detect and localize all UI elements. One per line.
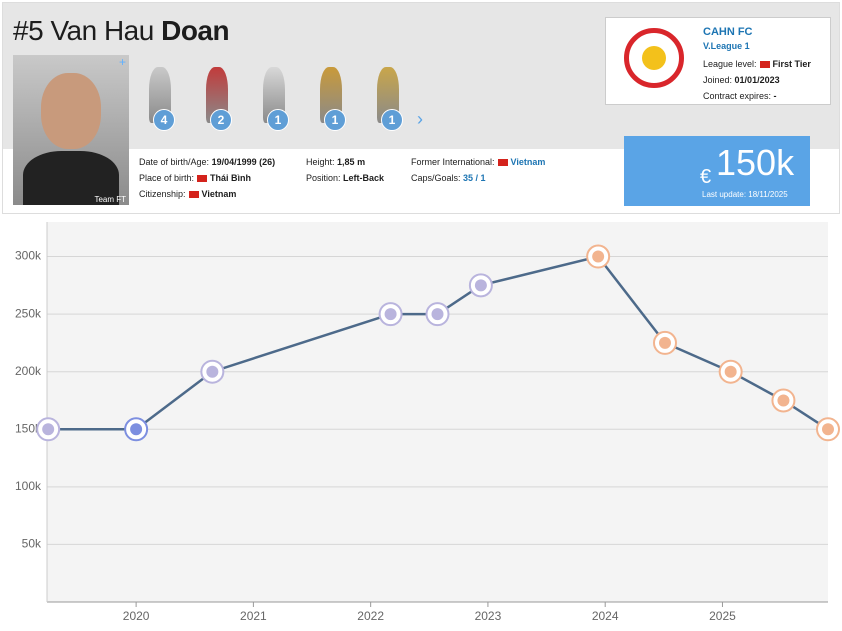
detail-label: Position:: [306, 173, 341, 183]
club-box: CAHN FC V.League 1 League level: First Ti…: [605, 17, 831, 105]
detail: Position: Left-Back: [306, 170, 384, 186]
last-name: Doan: [161, 15, 230, 46]
marker-core: [592, 250, 605, 263]
detail-value[interactable]: Vietnam: [510, 157, 546, 167]
x-tick-label: 2022: [357, 609, 384, 623]
trophy-count: 1: [324, 109, 346, 131]
detail-label: Citizenship:: [139, 189, 186, 199]
club-logo[interactable]: [624, 28, 684, 88]
club-name[interactable]: CAHN FC: [703, 26, 753, 38]
detail-value: Left-Back: [343, 173, 385, 183]
flag: [497, 159, 508, 167]
trophy-count: 1: [267, 109, 289, 131]
marker-core: [431, 308, 444, 321]
detail-value: Vietnam: [201, 189, 237, 199]
detail: Former International: Vietnam: [411, 154, 545, 170]
club-value: 01/01/2023: [734, 75, 780, 85]
detail-value: Thái Bình: [210, 173, 252, 183]
detail: Place of birth: Thái Bình: [139, 170, 275, 186]
club-rows: League level: First Tier Joined: 01/01/20…: [703, 56, 811, 104]
flag: [197, 175, 208, 183]
x-tick-label: 2023: [475, 609, 502, 623]
detail-label: Date of birth/Age:: [139, 157, 210, 167]
player-photo[interactable]: Team FT +: [13, 55, 129, 205]
face: [41, 73, 101, 149]
player-name: #5 Van Hau Doan: [13, 15, 230, 47]
value-amount: 150k: [716, 142, 795, 183]
club-label: Joined:: [703, 75, 733, 85]
x-tick-label: 2021: [240, 609, 267, 623]
first-name: Van Hau: [50, 15, 154, 46]
x-tick-label: 2020: [123, 609, 150, 623]
y-tick-label: 250k: [15, 306, 42, 320]
profile-header: #5 Van Hau Doan Team FT + 4 2 1 1 1 › Date o…: [2, 2, 840, 214]
details-col-3: Former International: Vietnam Caps/Goals:…: [411, 154, 545, 186]
club-value: -: [773, 91, 777, 101]
plot-area: [47, 222, 828, 602]
flag: [188, 191, 199, 199]
trophy-count: 2: [210, 109, 232, 131]
market-value[interactable]: € 150k Last update: 18/11/2025: [624, 136, 810, 206]
marker-core: [777, 394, 790, 407]
x-tick-label: 2025: [709, 609, 736, 623]
detail-value: 19/04/1999 (26): [211, 157, 276, 167]
marker-core: [822, 423, 834, 436]
detail-label: Height:: [306, 157, 335, 167]
marker-core: [130, 423, 143, 436]
marker-core: [206, 365, 219, 378]
shirt: [23, 151, 119, 205]
club-label: Contract expires:: [703, 91, 772, 101]
detail: Height: 1,85 m: [306, 154, 384, 170]
marker-core: [724, 365, 737, 378]
y-tick-label: 200k: [15, 364, 42, 378]
y-tick-label: 300k: [15, 249, 42, 263]
detail-label: Caps/Goals:: [411, 173, 461, 183]
club-row: League level: First Tier: [703, 56, 811, 72]
plus-icon[interactable]: +: [118, 55, 126, 69]
last-update: Last update: 18/11/2025: [702, 190, 788, 199]
marker-core: [384, 308, 397, 321]
marker-core: [658, 336, 671, 349]
details-col-1: Date of birth/Age: 19/04/1999 (26) Place…: [139, 154, 275, 202]
marker-core: [42, 423, 55, 436]
detail-value[interactable]: 35 / 1: [463, 173, 486, 183]
detail-label: Place of birth:: [139, 173, 195, 183]
details-col-2: Height: 1,85 m Position: Left-Back: [306, 154, 384, 186]
detail: Caps/Goals: 35 / 1: [411, 170, 545, 186]
flag: [759, 61, 770, 69]
y-tick-label: 100k: [15, 479, 42, 493]
trophy-count: 1: [381, 109, 403, 131]
photo-caption: Team FT: [94, 195, 126, 204]
club-row: Joined: 01/01/2023: [703, 72, 811, 88]
detail-value: 1,85 m: [337, 157, 366, 167]
currency: €: [700, 166, 712, 188]
detail: Date of birth/Age: 19/04/1999 (26): [139, 154, 275, 170]
league-name[interactable]: V.League 1: [703, 41, 750, 51]
club-label: League level:: [703, 59, 757, 69]
trophy-count: 4: [153, 109, 175, 131]
next-arrow[interactable]: ›: [417, 109, 423, 129]
club-row: Contract expires: -: [703, 88, 811, 104]
detail: Citizenship: Vietnam: [139, 186, 275, 202]
club-value: First Tier: [772, 59, 811, 69]
marker-core: [474, 279, 487, 292]
x-tick-label: 2024: [592, 609, 619, 623]
logo-center: [642, 46, 666, 70]
y-tick-label: 50k: [22, 537, 42, 551]
detail-label: Former International:: [411, 157, 495, 167]
y-tick-label: 150k: [15, 421, 42, 435]
shirt-number: #5: [13, 15, 44, 46]
